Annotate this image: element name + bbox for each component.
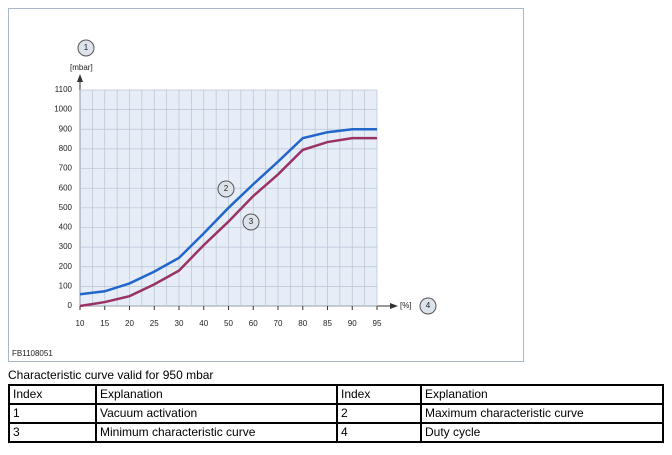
y-tick-label: 1100 xyxy=(55,85,73,94)
marker-circle xyxy=(217,180,235,198)
curve xyxy=(79,128,377,296)
figure: 1 [mbar] [%] 4 FB1108051 0 100 200 300 400 50… xyxy=(8,8,524,362)
table-cell: Explanation xyxy=(420,384,664,405)
x-arrow xyxy=(390,303,398,309)
x-marker: 4 xyxy=(426,301,431,310)
y-tick-label: 500 xyxy=(59,203,73,212)
table-cell: Maximum characteristic curve xyxy=(420,403,664,424)
y-label: [mbar] xyxy=(70,63,93,72)
curve-marker: 3 xyxy=(249,217,254,226)
table-cell: 1 xyxy=(8,403,97,424)
curve-marker: 2 xyxy=(224,184,229,193)
x-tick-label: 50 xyxy=(224,319,233,328)
marker-circle xyxy=(77,39,95,57)
y-tick-label: 600 xyxy=(59,183,73,192)
y-tick-label: 700 xyxy=(59,164,73,173)
y-tick-label: 1000 xyxy=(54,105,72,114)
y-tick-label: 800 xyxy=(59,144,73,153)
y-tick-label: 900 xyxy=(59,124,73,133)
x-tick-label: 90 xyxy=(348,319,357,328)
x-tick-label: 95 xyxy=(373,319,382,328)
table-cell: 3 xyxy=(8,422,97,443)
marker-circle xyxy=(242,213,260,231)
table-row: 1 Vacuum activation 2 Maximum characteristi… xyxy=(8,403,664,424)
y-tick-label: 400 xyxy=(59,223,73,232)
x-tick-label: 30 xyxy=(175,319,184,328)
x-tick-label: 25 xyxy=(150,319,159,328)
marker-circle xyxy=(419,297,437,315)
y-tick-label: 200 xyxy=(59,262,73,271)
x-tick-label: 15 xyxy=(100,319,109,328)
y-arrow xyxy=(77,74,83,82)
y-tick-label: 300 xyxy=(59,242,73,251)
y-marker: 1 xyxy=(84,43,89,52)
x-tick-label: 40 xyxy=(199,319,208,328)
table-cell: Index xyxy=(8,384,97,405)
x-tick-label: 80 xyxy=(298,319,307,328)
table-cell: 2 xyxy=(336,403,422,424)
caption: Characteristic curve valid for 950 mbar xyxy=(8,368,214,382)
table-row: Index Explanation Index Explanation xyxy=(8,384,664,405)
x-tick-label: 70 xyxy=(274,319,283,328)
x-tick-label: 85 xyxy=(323,319,332,328)
x-tick-label: 10 xyxy=(76,319,85,328)
table-row: 3 Minimum characteristic curve 4 Duty cycle xyxy=(8,422,664,443)
table-cell: Explanation xyxy=(95,384,338,405)
table-cell: Index xyxy=(336,384,422,405)
x-label: [%] xyxy=(400,301,412,310)
y-tick-label: 100 xyxy=(59,281,73,290)
x-tick-label: 60 xyxy=(249,319,258,328)
legend-table: Index Explanation Index Explanation 1 Vacuum … xyxy=(8,384,664,443)
table-cell: Duty cycle xyxy=(420,422,664,443)
table-cell: 4 xyxy=(336,422,422,443)
table-cell: Vacuum activation xyxy=(95,403,338,424)
x-tick-label: 20 xyxy=(125,319,134,328)
figure-id: FB1108051 xyxy=(12,349,53,358)
y-tick-label: 0 xyxy=(68,301,73,310)
curve xyxy=(79,136,377,308)
table-cell: Minimum characteristic curve xyxy=(95,422,338,443)
